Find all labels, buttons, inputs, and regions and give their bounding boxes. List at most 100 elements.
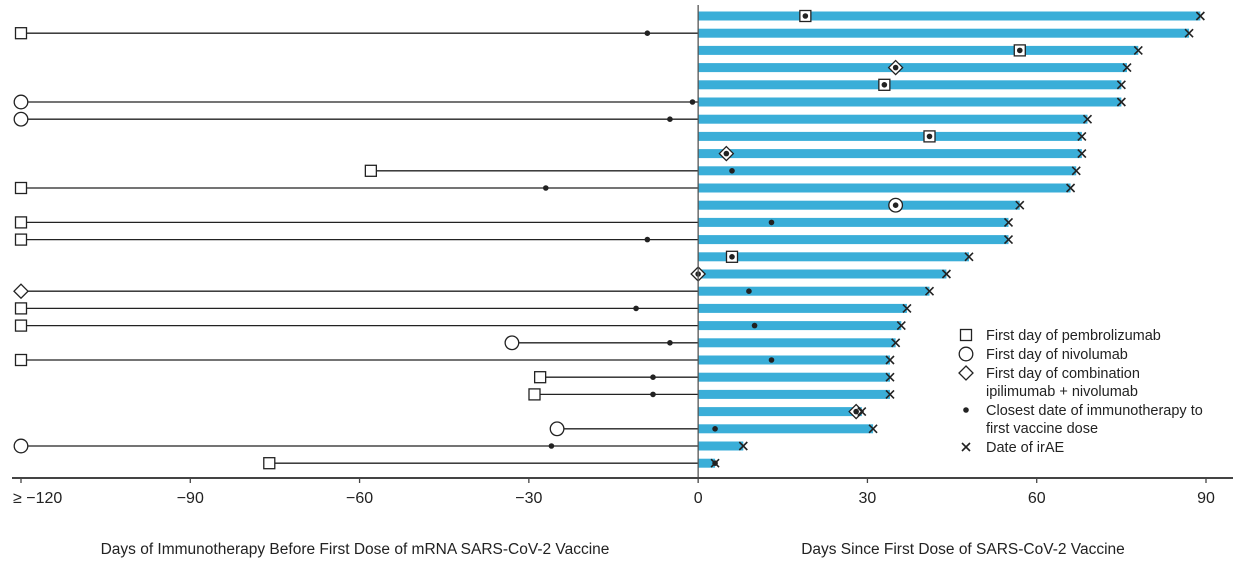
- start-marker: [13, 438, 29, 454]
- legend-entry: First day of nivolumab: [958, 346, 1128, 363]
- patient-row: [13, 438, 748, 454]
- dot-marker: [729, 253, 735, 260]
- square-marker: [528, 388, 541, 401]
- patient-row: [698, 78, 1126, 91]
- closest-dose-dot: [633, 305, 639, 312]
- start-marker: [263, 457, 276, 470]
- post-vaccine-bar: [698, 269, 947, 279]
- closest-dose-dot: [729, 253, 735, 260]
- cross-stroke: [857, 407, 867, 417]
- square-marker: [263, 457, 276, 470]
- legend-entry: First day of combination ipilimumab + niv…: [958, 365, 1140, 400]
- closest-dose-dot: [881, 82, 888, 88]
- post-vaccine-bar: [698, 80, 1122, 90]
- patient-row: [549, 421, 878, 437]
- irae-cross: [941, 269, 951, 279]
- post-vaccine-bar: [698, 338, 896, 348]
- irae-cross: [1122, 63, 1132, 73]
- patient-row: [263, 457, 720, 470]
- start-marker: [14, 319, 28, 332]
- closest-dose-dot: [650, 374, 656, 381]
- dot-marker: [751, 322, 758, 329]
- irae-cross: [1066, 183, 1076, 193]
- cross-stroke: [1082, 114, 1093, 124]
- cross-stroke: [738, 441, 748, 451]
- legend-label: First day of combination: [986, 366, 1140, 382]
- irae-cross: [1116, 97, 1126, 107]
- irae-cross: [924, 286, 935, 296]
- patient-row: [698, 44, 1143, 57]
- post-vaccine-bar: [698, 200, 1020, 210]
- closest-dose-dot: [650, 391, 656, 398]
- closest-dose-dot: [926, 133, 933, 140]
- dot-marker: [644, 30, 651, 36]
- post-vaccine-bar: [698, 114, 1088, 124]
- post-vaccine-bar: [698, 183, 1071, 193]
- irae-cross: [885, 372, 895, 382]
- dot-marker: [729, 168, 735, 174]
- x-tick-label: −30: [515, 490, 542, 507]
- dot-marker: [881, 82, 888, 88]
- legend-marker: [958, 365, 974, 381]
- post-vaccine-bar: [698, 217, 1009, 227]
- patient-row: [698, 145, 1087, 162]
- start-marker: [14, 353, 28, 367]
- irae-cross: [1015, 200, 1025, 210]
- legend-label: First day of nivolumab: [986, 347, 1128, 363]
- patient-row: [690, 266, 951, 282]
- post-vaccine-bar: [698, 28, 1190, 38]
- legend-marker: [961, 442, 971, 452]
- cross-stroke: [1077, 131, 1087, 141]
- x-tick-label: 0: [694, 490, 703, 507]
- post-vaccine-bar: [698, 372, 890, 382]
- irae-cross: [710, 458, 720, 468]
- dot-marker: [926, 133, 933, 140]
- cross-stroke: [1116, 80, 1126, 90]
- irae-cross: [964, 252, 974, 262]
- patient-row: [698, 59, 1132, 76]
- legend-marker: [959, 328, 973, 342]
- patient-row: [698, 403, 867, 420]
- irae-cross: [885, 355, 895, 365]
- irae-cross: [896, 321, 906, 331]
- circle-marker: [549, 421, 565, 437]
- x-tick-label: −60: [346, 490, 373, 507]
- cross-stroke: [964, 252, 974, 262]
- post-vaccine-bar: [698, 407, 862, 417]
- patient-row: [698, 130, 1087, 143]
- patient-row: [14, 181, 1076, 195]
- post-vaccine-bar: [698, 166, 1077, 176]
- irae-cross: [1071, 166, 1081, 176]
- square-marker: [14, 181, 28, 195]
- irae-cross: [1195, 11, 1205, 21]
- legend-marker: [958, 346, 974, 362]
- circle-marker: [13, 111, 29, 127]
- x-tick-label: 30: [859, 490, 877, 507]
- start-marker: [533, 371, 547, 384]
- square-marker: [14, 319, 28, 332]
- square-marker: [533, 371, 547, 384]
- irae-cross: [891, 338, 901, 348]
- legend-label: First day of pembrolizumab: [986, 328, 1161, 344]
- patient-row: [698, 197, 1025, 213]
- start-marker: [528, 388, 541, 401]
- irae-cross: [868, 424, 878, 434]
- cross-stroke: [885, 389, 895, 399]
- circle-marker: [13, 438, 29, 454]
- x-tick-label: 90: [1197, 490, 1215, 507]
- square-marker: [364, 164, 378, 177]
- irae-cross: [1077, 131, 1087, 141]
- closest-dose-dot: [667, 340, 673, 346]
- closest-dose-dot: [892, 64, 899, 71]
- irae-cross: [1003, 235, 1014, 245]
- start-marker: [13, 111, 29, 127]
- square-marker: [14, 216, 28, 229]
- closest-dose-dot: [712, 426, 718, 432]
- patient-row: [533, 371, 895, 384]
- irae-cross: [1003, 217, 1014, 227]
- patient-row: [14, 216, 1014, 229]
- dot-marker: [892, 64, 899, 71]
- dot-marker: [667, 116, 673, 122]
- square-marker: [14, 302, 28, 315]
- cross-stroke: [1122, 63, 1132, 73]
